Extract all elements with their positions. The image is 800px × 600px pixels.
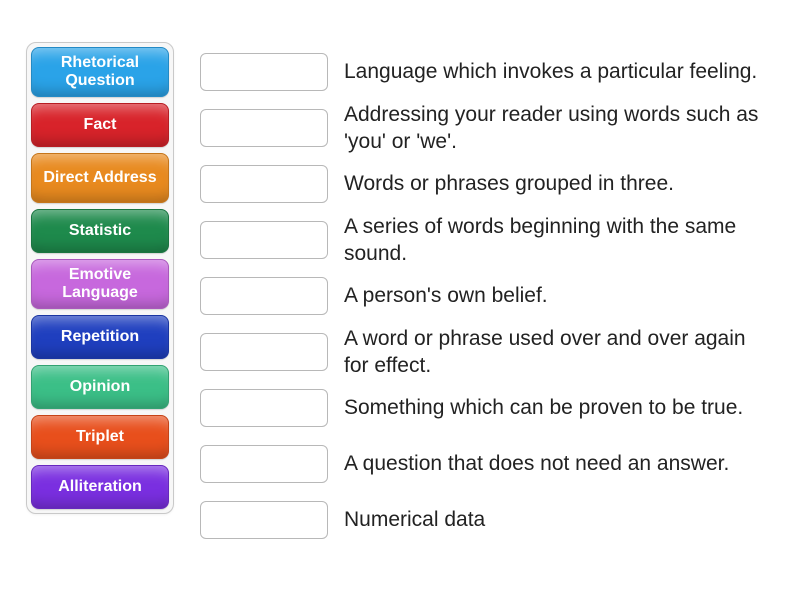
definition-row: A question that does not need an answer. <box>200 436 774 492</box>
definition-text: A word or phrase used over and over agai… <box>344 325 774 380</box>
term-card[interactable]: Fact <box>31 103 169 147</box>
definition-text: A person's own belief. <box>344 282 548 309</box>
drop-slot[interactable] <box>200 165 328 203</box>
definition-row: Addressing your reader using words such … <box>200 100 774 156</box>
definition-text: Language which invokes a particular feel… <box>344 58 757 85</box>
drop-slot[interactable] <box>200 333 328 371</box>
definition-row: A series of words beginning with the sam… <box>200 212 774 268</box>
drop-slot[interactable] <box>200 53 328 91</box>
definition-row: Words or phrases grouped in three. <box>200 156 774 212</box>
drop-slot[interactable] <box>200 109 328 147</box>
drop-slot[interactable] <box>200 389 328 427</box>
term-card[interactable]: Alliteration <box>31 465 169 509</box>
drop-slot[interactable] <box>200 445 328 483</box>
definition-text: A question that does not need an answer. <box>344 450 729 477</box>
definition-text: Words or phrases grouped in three. <box>344 170 674 197</box>
term-card[interactable]: Opinion <box>31 365 169 409</box>
definition-row: Numerical data <box>200 492 774 548</box>
term-card[interactable]: Repetition <box>31 315 169 359</box>
definition-row: A word or phrase used over and over agai… <box>200 324 774 380</box>
drop-slot[interactable] <box>200 221 328 259</box>
definition-row: Something which can be proven to be true… <box>200 380 774 436</box>
drop-slot[interactable] <box>200 501 328 539</box>
definition-text: Addressing your reader using words such … <box>344 101 774 156</box>
term-card[interactable]: Triplet <box>31 415 169 459</box>
definition-row: Language which invokes a particular feel… <box>200 44 774 100</box>
drop-slot[interactable] <box>200 277 328 315</box>
definition-text: Numerical data <box>344 506 485 533</box>
term-card[interactable]: Statistic <box>31 209 169 253</box>
term-card[interactable]: Direct Address <box>31 153 169 203</box>
definition-text: Something which can be proven to be true… <box>344 394 743 421</box>
definitions-column: Language which invokes a particular feel… <box>200 44 774 548</box>
term-card[interactable]: Rhetorical Question <box>31 47 169 97</box>
term-card[interactable]: Emotive Language <box>31 259 169 309</box>
terms-panel: Rhetorical Question Fact Direct Address … <box>26 42 174 514</box>
definition-text: A series of words beginning with the sam… <box>344 213 774 268</box>
definition-row: A person's own belief. <box>200 268 774 324</box>
